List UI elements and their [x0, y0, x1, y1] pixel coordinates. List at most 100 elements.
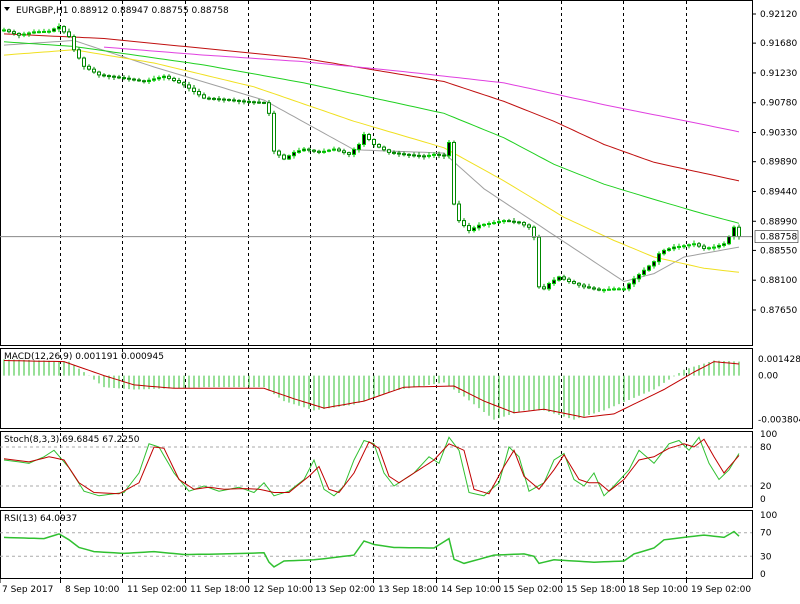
candle-body	[457, 203, 461, 222]
current-price-tag-bg	[754, 230, 799, 243]
candle-body	[387, 149, 391, 153]
candle-body	[582, 284, 586, 288]
candle-body	[592, 287, 596, 290]
price-panel-frame	[0, 0, 753, 346]
candle-body	[527, 224, 531, 228]
candle-body	[512, 220, 516, 223]
candle-body	[412, 154, 416, 157]
stoch-tick-label: 20	[760, 482, 772, 492]
price-tick-label: 0.89890	[760, 158, 797, 168]
candle-body	[52, 28, 56, 32]
candle-body	[537, 236, 541, 288]
time-tick-label: 8 Sep 10:00	[65, 585, 120, 595]
price-tick-label: 0.90780	[760, 99, 797, 109]
candle-body	[632, 278, 636, 285]
candle-body	[232, 99, 236, 102]
rsi-tick-label: 100	[760, 511, 777, 521]
candle-body	[62, 26, 66, 33]
candle-body	[112, 75, 116, 78]
candle-body	[272, 112, 276, 152]
stoch-main-line	[3, 436, 740, 497]
candle-body	[707, 247, 711, 250]
candle-body	[332, 148, 336, 151]
candle-body	[467, 225, 471, 232]
candle-body	[282, 154, 286, 160]
candle-body	[737, 226, 741, 237]
price-tick-label: 0.88990	[760, 217, 797, 227]
moving-average-line	[3, 33, 740, 182]
candle-body	[522, 222, 526, 226]
candle-body	[637, 274, 641, 280]
candle-body	[82, 57, 86, 67]
candle-body	[247, 100, 251, 103]
price-candles	[2, 23, 741, 293]
candle-body	[437, 153, 441, 156]
candle-body	[662, 249, 666, 255]
candle-body	[677, 245, 681, 248]
dropdown-arrow-icon[interactable]	[4, 7, 10, 11]
candle-body	[107, 75, 111, 78]
time-tick-label: 11 Sep 18:00	[190, 585, 250, 595]
candle-body	[37, 31, 41, 34]
candle-body	[722, 243, 726, 246]
candle-body	[312, 149, 316, 152]
candle-body	[602, 289, 606, 292]
candle-body	[647, 265, 651, 271]
candle-body	[542, 286, 546, 290]
candle-body	[452, 141, 456, 205]
candle-body	[407, 153, 411, 156]
stoch-signal-line	[3, 438, 740, 495]
price-tick-label: 0.89440	[760, 187, 797, 197]
candle-body	[127, 77, 131, 80]
candle-body	[212, 97, 216, 100]
candle-body	[402, 153, 406, 156]
candle-body	[567, 278, 571, 283]
time-tick-label: 19 Sep 02:00	[691, 585, 751, 595]
rsi-axis: 100 70 30 0	[760, 511, 777, 580]
candle-body	[372, 138, 376, 145]
candle-body	[132, 78, 136, 81]
candle-body	[137, 79, 141, 82]
candle-body	[362, 134, 366, 145]
candle-body	[67, 31, 71, 38]
candle-body	[697, 243, 701, 247]
candle-body	[732, 226, 736, 237]
candle-body	[702, 245, 706, 249]
macd-axis: 0.001428 0.00 -0.003804	[758, 355, 800, 426]
candle-body	[727, 235, 731, 245]
candle-body	[357, 143, 361, 150]
candle-body	[192, 87, 196, 92]
candle-body	[262, 101, 266, 104]
time-tick-label: 15 Sep 18:00	[566, 585, 626, 595]
rsi-tick-label: 30	[760, 552, 772, 562]
candle-body	[462, 220, 466, 227]
candle-body	[87, 65, 91, 70]
moving-average-line	[3, 41, 740, 224]
stoch-tick-label: 100	[760, 430, 777, 440]
candle-body	[27, 32, 31, 35]
candle-body	[612, 288, 616, 291]
stoch-panel-frame	[0, 431, 753, 508]
rsi-tick-label: 70	[760, 529, 772, 539]
stochastic-plot	[0, 436, 752, 497]
candle-body	[717, 244, 721, 248]
candle-body	[477, 224, 481, 229]
candle-body	[587, 286, 591, 289]
candle-body	[557, 276, 561, 281]
price-tick-label: 0.91680	[760, 39, 797, 49]
candle-body	[257, 101, 261, 104]
stoch-tick-label: 0	[760, 495, 766, 505]
candle-body	[172, 77, 176, 82]
candle-body	[422, 155, 426, 158]
candle-body	[562, 276, 566, 280]
price-tick-label: 0.87650	[760, 306, 797, 316]
candle-body	[367, 134, 371, 140]
macd-tick-label: 0.001428	[758, 355, 800, 365]
macd-panel-frame	[0, 348, 753, 429]
candle-body	[342, 150, 346, 154]
moving-average-line	[103, 46, 740, 133]
candle-body	[42, 30, 46, 33]
candle-body	[397, 152, 401, 155]
